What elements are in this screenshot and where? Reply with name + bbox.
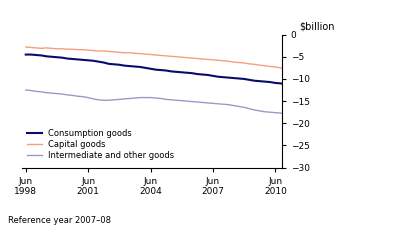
Intermediate and other goods: [304, 114, 309, 116]
Capital goods: [304, 70, 309, 72]
Line: Intermediate and other goods: Intermediate and other goods: [26, 90, 397, 149]
Consumption goods: [283, 83, 288, 86]
Line: Capital goods: Capital goods: [26, 47, 397, 91]
Text: Reference year 2007–08: Reference year 2007–08: [8, 216, 111, 225]
Intermediate and other goods: [23, 89, 28, 91]
Consumption goods: [304, 85, 309, 88]
Consumption goods: [23, 53, 28, 56]
Line: Consumption goods: Consumption goods: [26, 54, 397, 102]
Capital goods: [23, 46, 28, 48]
Intermediate and other goods: [283, 112, 288, 115]
Text: $billion: $billion: [299, 22, 334, 32]
Legend: Consumption goods, Capital goods, Intermediate and other goods: Consumption goods, Capital goods, Interm…: [26, 128, 175, 161]
Capital goods: [283, 67, 288, 70]
